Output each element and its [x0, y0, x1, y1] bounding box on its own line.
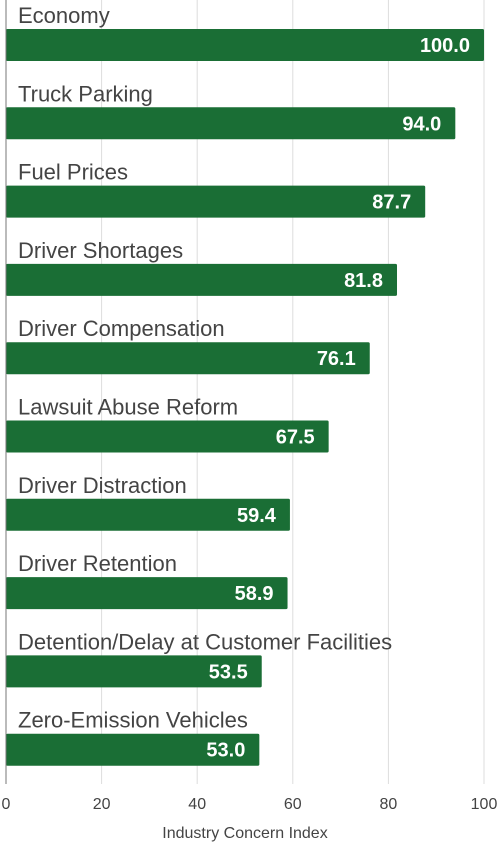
data-label: 59.4: [237, 505, 277, 527]
category-label: Economy: [18, 3, 110, 28]
data-label: 81.8: [344, 270, 383, 292]
bar: [6, 29, 484, 61]
category-label: Detention/Delay at Customer Facilities: [18, 629, 392, 654]
category-label: Zero-Emission Vehicles: [18, 708, 248, 733]
x-axis: 0 20 40 60 80 100: [2, 0, 498, 813]
bar: [6, 655, 262, 688]
bars: Economy 100.0 Truck Parking 94.0 Fuel Prices…: [6, 3, 484, 766]
x-tick-label: 40: [188, 796, 206, 813]
data-label: 94.0: [402, 113, 441, 135]
data-label: 100.0: [420, 35, 470, 57]
x-tick-label: 100: [471, 796, 498, 813]
data-label: 53.5: [209, 661, 248, 683]
data-label: 67.5: [276, 427, 315, 449]
category-label: Fuel Prices: [18, 160, 128, 185]
bar: [6, 342, 370, 375]
x-tick-label: 20: [93, 796, 111, 813]
data-label: 53.0: [206, 740, 245, 762]
category-label: Lawsuit Abuse Reform: [18, 395, 238, 420]
category-label: Truck Parking: [18, 81, 153, 106]
data-label: 58.9: [235, 583, 274, 605]
bar: [6, 498, 290, 531]
x-axis-title: Industry Concern Index: [162, 825, 327, 842]
bar: [6, 420, 329, 453]
bar: [6, 185, 426, 218]
category-label: Driver Shortages: [18, 238, 183, 263]
bar: [6, 577, 288, 610]
data-label: 87.7: [372, 192, 411, 214]
bar: [6, 263, 398, 296]
x-tick-label: 80: [380, 796, 398, 813]
bar: [6, 107, 456, 140]
bar: [6, 733, 260, 766]
category-label: Driver Distraction: [18, 473, 187, 498]
data-label: 76.1: [317, 348, 356, 370]
category-label: Driver Retention: [18, 551, 177, 576]
category-label: Driver Compensation: [18, 316, 225, 341]
x-tick-label: 0: [2, 796, 11, 813]
x-tick-label: 60: [284, 796, 302, 813]
